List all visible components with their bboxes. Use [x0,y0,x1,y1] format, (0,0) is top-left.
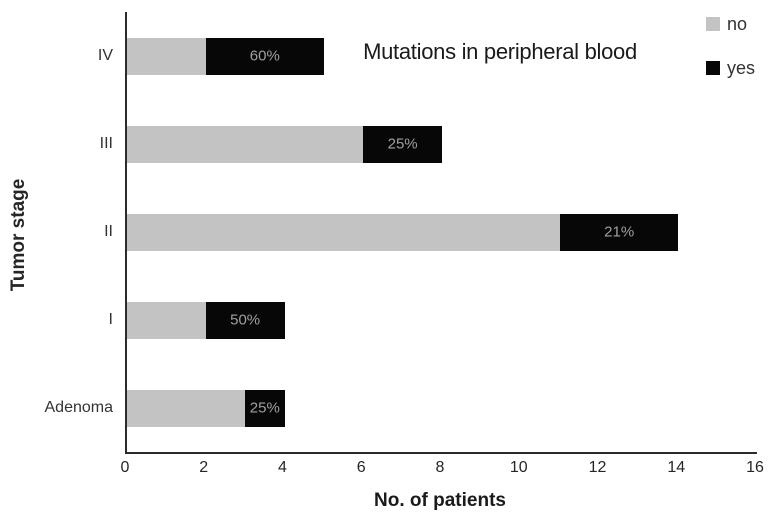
segment-percent-label: 50% [230,311,261,329]
x-tick-label: 12 [588,459,607,476]
segment-percent-label: 25% [387,135,418,153]
bar-row: 25% [127,125,442,163]
chart-title: Mutations in peripheral blood [363,39,637,64]
bar-row: 21% [127,213,679,251]
x-tick-label: 4 [278,459,287,476]
segment-percent-label: 60% [249,47,280,65]
bar-row: 50% [127,301,285,339]
x-tick-label: 6 [356,459,366,476]
y-tick-label: II [104,223,113,240]
bar-segment-yes: 25% [363,125,442,163]
bar-segment-no [127,301,206,339]
x-tick-label: 14 [667,459,686,476]
bar-segment-no [127,213,561,251]
bar-segment-no [127,37,206,75]
bar-segment-yes: 21% [560,213,679,251]
bar-segment-yes: 50% [205,301,285,339]
bar-segment-no [127,389,246,427]
legend-swatch-no-icon [706,17,720,31]
legend-swatch-yes-icon [706,61,720,75]
legend-item-yes: yes [706,59,755,77]
x-tick-label: 16 [746,459,764,476]
segment-percent-label: 25% [249,399,280,417]
x-tick-label: 2 [199,459,209,476]
y-tick-label: III [99,135,113,152]
x-tick-label: 8 [435,459,445,476]
legend-label: no [727,14,748,34]
bar-segment-yes: 25% [245,389,285,427]
legend-label: yes [727,58,756,78]
segment-percent-label: 21% [604,223,635,241]
bar-row: 25% [127,389,285,427]
x-axis-title: No. of patients [374,490,506,511]
y-tick-label: Adenoma [44,399,114,416]
bar-segment-no [127,125,364,163]
x-tick-label: 0 [120,459,130,476]
bar-segment-yes: 60% [205,37,324,75]
x-tick-label: 10 [509,459,528,476]
plot-area: 60% 25% 21% 50% 25% [125,12,757,454]
y-tick-label: I [108,311,113,328]
y-tick-label: IV [97,47,113,64]
legend: no yes [706,15,755,103]
bar-row: 60% [127,37,324,75]
legend-item-no: no [706,15,755,33]
